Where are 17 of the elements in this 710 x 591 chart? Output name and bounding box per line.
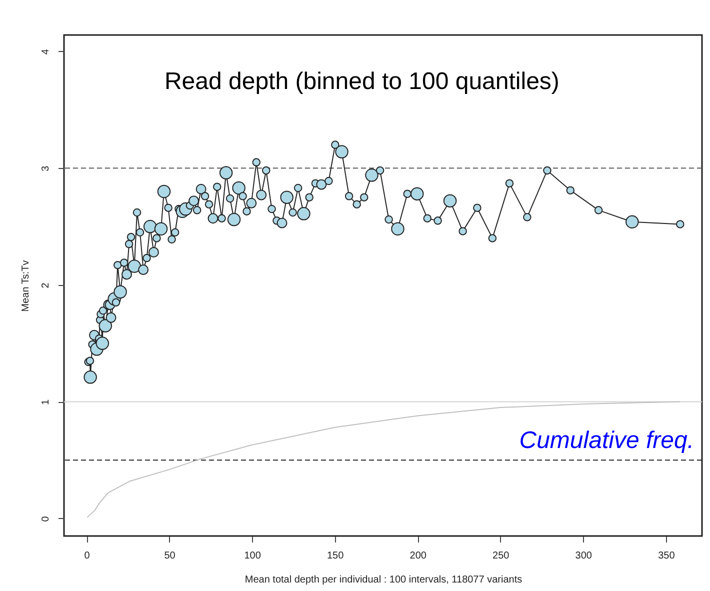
x-tick-label: 100 <box>244 550 262 562</box>
x-axis-title: Mean total depth per individual : 100 intervals, 118077 variants <box>244 574 522 586</box>
x-tick-label: 50 <box>164 550 176 562</box>
x-tick-label: 300 <box>575 550 592 562</box>
y-tick-label: 2 <box>40 282 52 288</box>
y-tick-label: 0 <box>40 516 52 522</box>
x-tick-label: 150 <box>326 550 344 562</box>
x-tick-label: 200 <box>410 550 427 562</box>
y-tick-label: 4 <box>40 48 52 55</box>
x-tick-label: 250 <box>492 550 510 562</box>
y-tick-label: 1 <box>40 398 52 405</box>
annotation: Read depth (binned to 100 quantiles) <box>164 68 560 95</box>
annotation: Cumulative freq. <box>519 427 694 454</box>
y-tick-label: 3 <box>40 165 52 172</box>
y-axis-title: Mean Ts:Tv <box>20 260 32 312</box>
x-tick-label: 350 <box>658 550 676 562</box>
x-tick-label: 0 <box>84 550 90 562</box>
